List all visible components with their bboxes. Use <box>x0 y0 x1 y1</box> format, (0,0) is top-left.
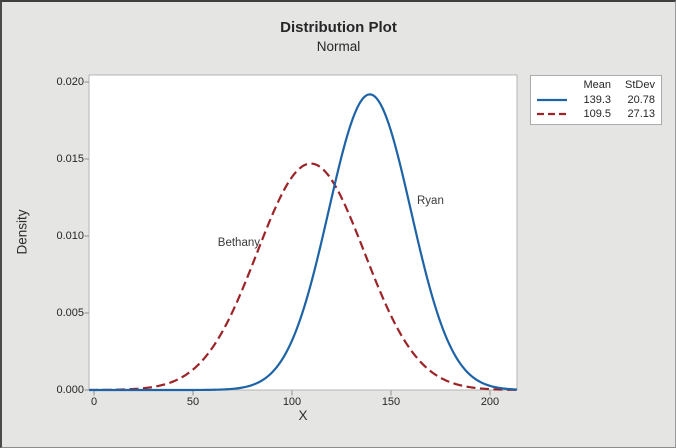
legend-header-stdev: StDev <box>625 79 655 92</box>
bethany-curve[interactable] <box>89 162 517 392</box>
y-tick-label: 0.005 <box>56 307 84 319</box>
bethany-line-swatch <box>535 107 569 121</box>
legend-swatch-spacer <box>535 78 569 92</box>
legend-header-row: Mean StDev <box>535 78 655 93</box>
y-tick-label: 0.020 <box>56 76 84 88</box>
legend[interactable]: Mean StDev 139.3 20.78 109.5 27.13 <box>530 75 662 125</box>
legend-header-mean: Mean <box>583 79 611 92</box>
legend-row-bethany[interactable]: 109.5 27.13 <box>535 107 655 122</box>
x-tick-label: 200 <box>480 396 500 408</box>
y-axis-label: Density <box>14 209 30 255</box>
axis-ticks <box>84 81 491 396</box>
x-tick-label: 150 <box>381 396 401 408</box>
legend-ryan-mean: 139.3 <box>583 93 611 106</box>
x-axis-label: X <box>298 408 308 423</box>
y-tick-label: 0.010 <box>56 230 84 242</box>
chart-subtitle: Normal <box>316 39 361 54</box>
bethany-curve-label: Bethany <box>217 237 260 249</box>
y-tick-label: 0.015 <box>56 153 84 165</box>
y-tick-label: 0.000 <box>56 384 84 396</box>
legend-bethany-stdev: 27.13 <box>627 108 655 121</box>
legend-row-ryan[interactable]: 139.3 20.78 <box>535 93 655 108</box>
ryan-curve[interactable] <box>89 93 517 392</box>
x-tick-label: 0 <box>90 396 98 408</box>
x-tick-label: 50 <box>186 396 200 408</box>
ryan-curve-label: Ryan <box>417 195 444 207</box>
ryan-line-swatch <box>535 93 569 107</box>
chart-title: Distribution Plot <box>280 19 397 36</box>
plot-area[interactable] <box>88 74 518 391</box>
legend-bethany-mean: 109.5 <box>583 108 611 121</box>
x-tick-label: 100 <box>282 396 302 408</box>
legend-ryan-stdev: 20.78 <box>627 93 655 106</box>
